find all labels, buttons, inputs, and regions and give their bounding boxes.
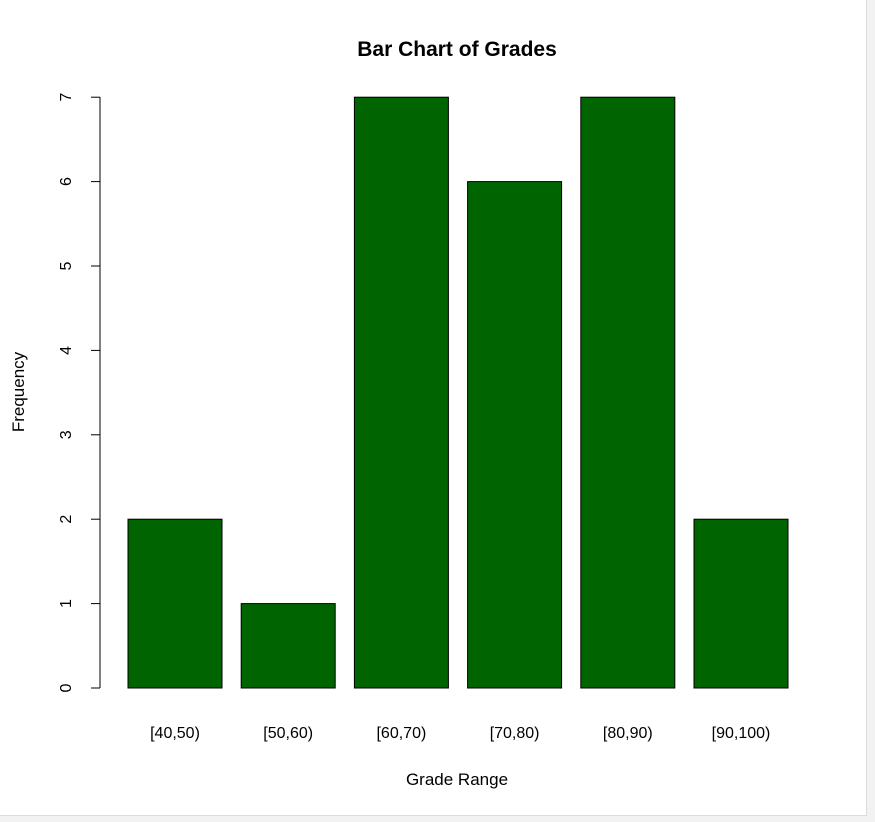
x-tick-label: [80,90): [603, 725, 653, 742]
bar: [127, 518, 223, 689]
bars-group: [127, 96, 789, 689]
y-tick-label: 0: [58, 683, 75, 692]
y-tick-label: 2: [58, 515, 75, 524]
bar: [353, 96, 449, 689]
bar: [693, 518, 789, 689]
x-tick-label: [70,80): [490, 725, 540, 742]
y-tick-label: 7: [58, 93, 75, 102]
x-tick-label: [40,50): [150, 725, 200, 742]
bar: [467, 181, 563, 689]
y-tick-label: 6: [58, 177, 75, 186]
y-tick-label: 1: [58, 599, 75, 608]
x-tick-label: [60,70): [376, 725, 426, 742]
y-tick-label: 5: [58, 261, 75, 270]
x-tick-label: [90,100): [712, 725, 771, 742]
y-axis-ticks: 0 1 2 3 4 5 6 7: [58, 93, 100, 692]
chart-title: Bar Chart of Grades: [357, 38, 557, 61]
bar: [580, 96, 676, 689]
x-axis-tick-labels: [40,50) [50,60) [60,70) [70,80) [80,90) [90,1…: [150, 725, 770, 742]
y-tick-label: 3: [58, 430, 75, 439]
y-tick-label: 4: [58, 346, 75, 355]
bar: [240, 603, 336, 689]
y-axis-label: Frequency: [9, 351, 28, 432]
x-tick-label: [50,60): [263, 725, 313, 742]
x-axis-label: Grade Range: [406, 770, 508, 789]
